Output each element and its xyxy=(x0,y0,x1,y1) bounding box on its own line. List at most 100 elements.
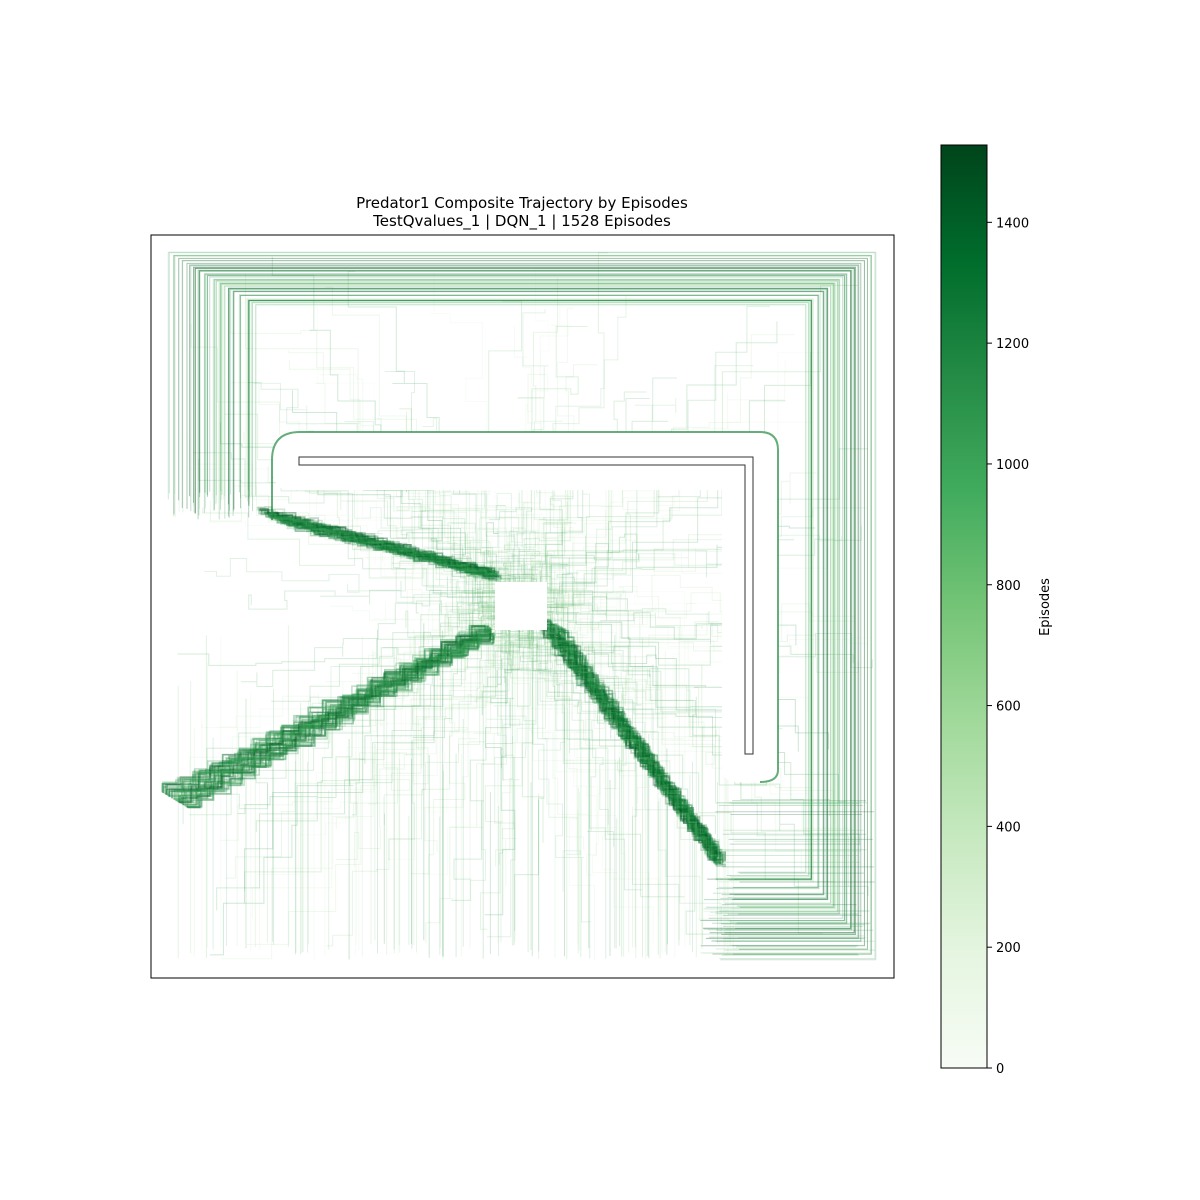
trajectory-path xyxy=(168,627,491,797)
trajectory-path xyxy=(179,633,492,804)
trajectory-path xyxy=(451,605,526,901)
trajectory-path xyxy=(558,630,722,864)
trajectory-path xyxy=(228,288,828,900)
trajectory-path xyxy=(197,269,853,931)
trajectory-path xyxy=(181,631,492,805)
trajectory-path xyxy=(248,299,812,880)
trajectory-path xyxy=(281,588,489,749)
trajectory-path xyxy=(557,591,743,634)
trajectory-path xyxy=(227,287,829,901)
colorbar-tick-label: 1000 xyxy=(996,458,1029,473)
trajectory-path xyxy=(189,438,497,574)
trajectory-path xyxy=(555,627,721,862)
colorbar-tick-label: 400 xyxy=(996,820,1021,835)
trajectory-path xyxy=(537,612,835,883)
trajectory-path xyxy=(544,607,684,740)
colorbar-tick-label: 200 xyxy=(996,941,1021,956)
trajectory-path xyxy=(168,627,488,797)
trajectory-path xyxy=(383,603,523,825)
trajectory-path xyxy=(518,501,577,622)
trajectory-path xyxy=(257,507,493,573)
trajectory-path xyxy=(179,630,491,804)
trajectory-path xyxy=(521,448,869,622)
trajectory-path xyxy=(278,519,501,579)
trajectory-path xyxy=(186,631,492,808)
trajectory-path xyxy=(351,609,517,674)
trajectory-path xyxy=(171,629,491,799)
trajectory-path xyxy=(220,283,835,908)
trajectory-lines xyxy=(161,251,877,961)
trajectory-path xyxy=(184,631,495,807)
trajectory-path xyxy=(241,568,538,687)
trajectory-path xyxy=(539,619,716,859)
trajectory-path xyxy=(265,512,493,575)
trajectory-path xyxy=(481,612,516,716)
trajectory-path xyxy=(206,568,509,791)
trajectory-path xyxy=(267,513,493,577)
trajectory-path xyxy=(545,525,862,613)
trajectory-path xyxy=(491,589,517,887)
trajectory-path xyxy=(247,625,498,945)
trajectory-path xyxy=(268,513,493,578)
trajectory-path xyxy=(522,472,767,608)
trajectory-path xyxy=(263,511,496,573)
trajectory-path xyxy=(274,516,499,577)
trajectory-path xyxy=(184,634,493,807)
trajectory-path xyxy=(204,273,847,924)
trajectory-path xyxy=(173,630,492,800)
trajectory-path xyxy=(540,619,716,861)
trajectory-path xyxy=(383,479,510,590)
trajectory-path xyxy=(493,638,532,681)
trajectory-path xyxy=(225,632,554,879)
trajectory-path xyxy=(538,617,720,855)
trajectory-path xyxy=(553,627,722,865)
trajectory-path xyxy=(544,622,719,862)
trajectory-path xyxy=(550,591,717,738)
trajectory-path xyxy=(179,633,491,803)
trajectory-path xyxy=(412,619,534,738)
trajectory-path xyxy=(209,276,844,919)
trajectory-path xyxy=(495,619,549,867)
trajectory-path xyxy=(228,287,829,900)
trajectory-path xyxy=(178,258,868,950)
trajectory-path xyxy=(179,629,492,804)
trajectory-path xyxy=(277,518,498,576)
trajectory-path xyxy=(267,512,492,577)
trajectory-path xyxy=(556,629,726,861)
trajectory-path xyxy=(271,516,499,575)
trajectory-path xyxy=(273,516,495,580)
trajectory-path xyxy=(189,590,504,784)
trajectory-path xyxy=(498,573,873,669)
trajectory-path xyxy=(292,575,496,722)
trajectory-path xyxy=(167,251,877,961)
trajectory-path xyxy=(210,510,534,616)
trajectory-path xyxy=(271,516,496,576)
trajectory-path xyxy=(259,508,492,571)
trajectory-path xyxy=(162,624,488,794)
trajectory-path xyxy=(174,255,872,954)
trajectory-path xyxy=(168,625,490,798)
trajectory-path xyxy=(215,280,838,913)
trajectory-path xyxy=(484,575,551,916)
trajectory-path xyxy=(494,638,854,666)
trajectory-path xyxy=(517,597,685,898)
trajectory-path xyxy=(232,290,825,896)
trajectory-path xyxy=(193,266,857,935)
chart-title: Predator1 Composite Trajectory by Episod… xyxy=(356,194,688,212)
trajectory-path xyxy=(178,629,491,804)
trajectory-path xyxy=(536,617,718,856)
trajectory-path xyxy=(485,602,705,740)
trajectory-path xyxy=(335,613,517,830)
trajectory-path xyxy=(186,262,862,942)
trajectory-path xyxy=(271,256,488,630)
trajectory-path xyxy=(279,519,498,581)
chart-subtitle: TestQvalues_1 | DQN_1 | 1528 Episodes xyxy=(372,212,671,231)
colorbar-tick-label: 1200 xyxy=(996,337,1029,352)
trajectory-path xyxy=(375,478,493,594)
trajectory-path xyxy=(162,625,488,793)
trajectory-path xyxy=(270,515,493,577)
trajectory-path xyxy=(533,277,563,575)
trajectory-path xyxy=(250,301,810,878)
trajectory-path xyxy=(490,603,854,650)
